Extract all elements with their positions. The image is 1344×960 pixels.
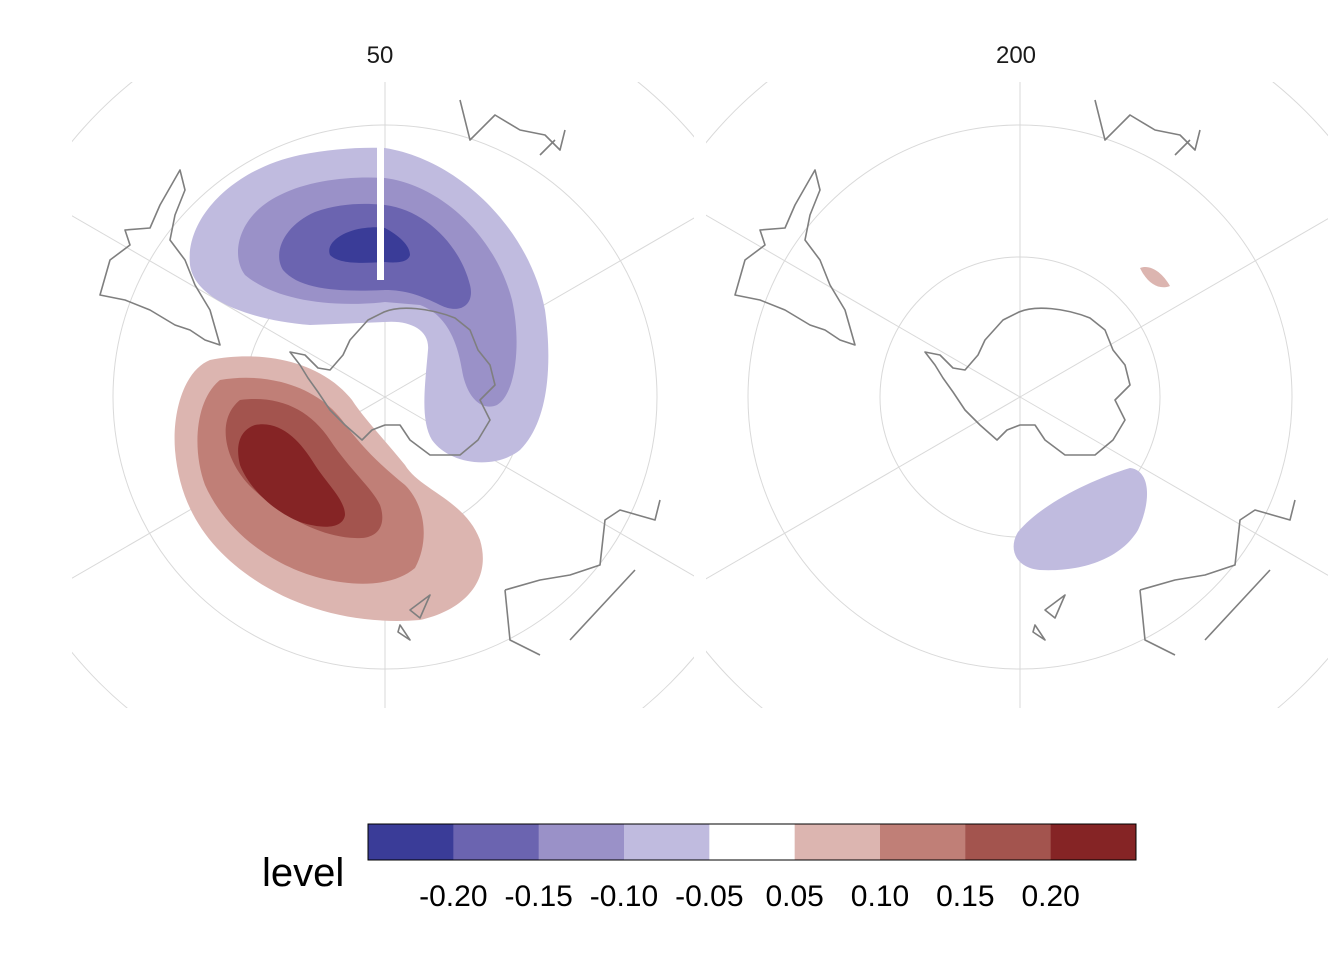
map-grid — [706, 82, 1328, 708]
panel-title: 50 — [367, 42, 394, 69]
legend-swatch — [794, 824, 881, 860]
positive-anomaly — [174, 356, 483, 621]
africa-coast — [1094, 99, 1201, 156]
legend-swatch — [709, 824, 796, 860]
legend-swatch — [965, 824, 1052, 860]
contour-pos-020 — [238, 424, 345, 527]
south-america-coast — [734, 169, 856, 346]
new-zealand-coast — [397, 594, 431, 641]
contour-pos-005 — [1140, 266, 1170, 288]
legend-tick-label: 0.15 — [936, 880, 994, 913]
legend-tick-labels: -0.20 -0.15 -0.10 -0.05 0.05 0.10 0.15 0.20 — [419, 880, 1080, 913]
meridian-seam — [377, 140, 384, 280]
legend-swatch — [880, 824, 966, 860]
legend-swatch — [1050, 824, 1137, 860]
map-grid — [72, 82, 694, 708]
new-zealand-coast — [1032, 594, 1066, 641]
legend-tick-label: 0.10 — [851, 880, 909, 913]
south-america-coast — [99, 169, 221, 346]
legend: level -0.20 -0.15 -0.10 -0.05 0.05 0.10 0.15 0.… — [262, 823, 1137, 913]
australia-coast — [504, 499, 661, 656]
antarctica-coast — [924, 307, 1131, 456]
panel-200: 200 — [706, 42, 1328, 708]
coastlines — [734, 99, 1296, 656]
legend-swatch — [368, 824, 454, 860]
africa-coast — [459, 99, 566, 156]
legend-tick-label: -0.10 — [590, 880, 658, 913]
legend-swatch — [624, 824, 710, 860]
legend-swatch — [453, 824, 540, 860]
antarctica-coast — [289, 307, 496, 456]
legend-tick-label: 0.05 — [765, 880, 823, 913]
contour-neg-005 — [1013, 468, 1148, 571]
contour-neg-020 — [329, 227, 410, 263]
panel-title: 200 — [996, 42, 1036, 69]
legend-tick-label: -0.20 — [419, 880, 487, 913]
legend-title: level — [262, 851, 344, 895]
legend-colorbar — [367, 823, 1137, 861]
legend-tick-label: -0.05 — [675, 880, 743, 913]
legend-swatch — [538, 824, 625, 860]
positive-anomaly — [1140, 266, 1170, 288]
coastlines — [99, 99, 661, 656]
negative-anomaly — [1013, 468, 1148, 571]
legend-border — [367, 823, 1137, 861]
panel-50: 50 — [72, 42, 694, 708]
legend-tick-label: -0.15 — [504, 880, 572, 913]
australia-coast — [1139, 499, 1296, 656]
negative-anomaly — [189, 140, 549, 463]
legend-tick-label: 0.20 — [1021, 880, 1079, 913]
